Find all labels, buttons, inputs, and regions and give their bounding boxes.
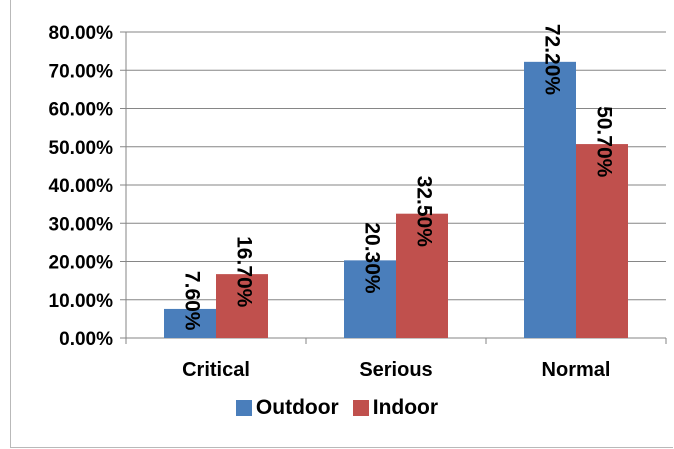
legend-item-indoor: Indoor (353, 396, 438, 420)
legend-item-outdoor: Outdoor (236, 396, 339, 420)
y-tick-label: 10.00% (49, 291, 114, 312)
legend-label-outdoor: Outdoor (256, 396, 339, 420)
x-tick-labels: Critical Serious Normal (182, 359, 610, 381)
y-tick-label: 0.00% (59, 329, 113, 350)
legend-label-indoor: Indoor (373, 396, 438, 420)
y-tick-label: 30.00% (49, 214, 114, 235)
legend: Outdoor Indoor (0, 396, 674, 420)
legend-swatch-outdoor (236, 400, 252, 416)
data-label: 20.30% (361, 222, 384, 294)
legend-swatch-indoor (353, 400, 369, 416)
y-tick-label: 20.00% (49, 253, 114, 274)
data-label: 50.70% (593, 106, 616, 178)
y-tick-label: 50.00% (49, 138, 114, 159)
bar-outdoor-normal (524, 62, 576, 338)
y-tick-label: 80.00% (49, 23, 114, 44)
x-tick-label: Critical (182, 359, 250, 381)
x-tick-label: Serious (359, 359, 432, 381)
y-tick-labels: 0.00% 10.00% 20.00% 30.00% 40.00% 50.00% 60.00… (49, 23, 114, 350)
y-tick-label: 60.00% (49, 100, 114, 121)
data-label: 32.50% (413, 176, 436, 248)
y-tick-label: 70.00% (49, 61, 114, 82)
data-label: 16.70% (233, 236, 256, 308)
y-tick-label: 40.00% (49, 176, 114, 197)
data-label: 7.60% (181, 271, 204, 331)
x-tick-label: Normal (542, 359, 611, 381)
data-label: 72.20% (541, 24, 564, 96)
